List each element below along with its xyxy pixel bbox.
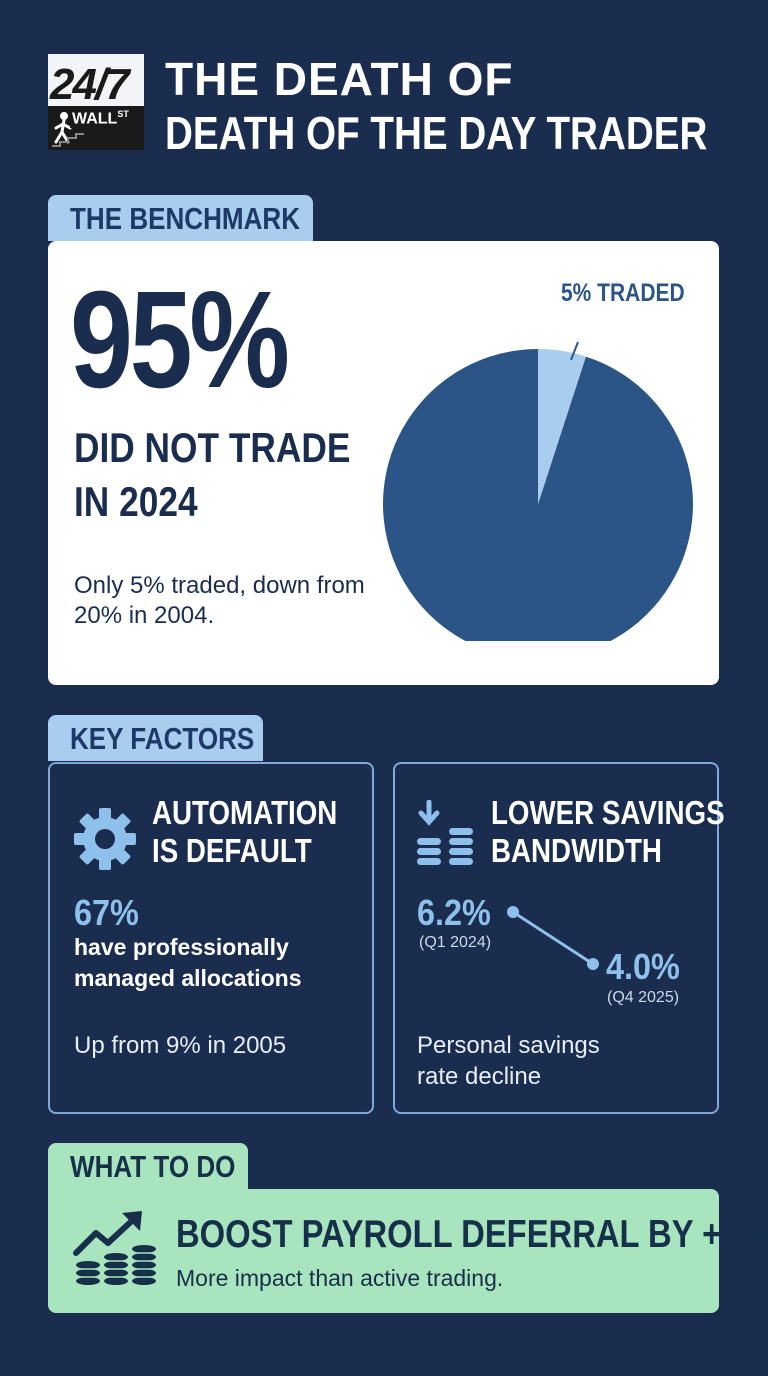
benchmark-note: Only 5% traded, down from 20% in 2004. — [74, 572, 365, 629]
logo-wall-text: WALLST — [70, 108, 131, 128]
page-title-line1: THE DEATH OF — [165, 53, 514, 105]
savings-decline-line — [507, 906, 599, 970]
logo-number: 24/7 — [50, 60, 130, 109]
walker-icon — [52, 112, 84, 147]
coins-down-icon — [417, 800, 473, 865]
automation-note: Up from 9% in 2005 — [74, 1032, 287, 1059]
tab-benchmark: THE BENCHMARK — [48, 195, 313, 241]
automation-card: AUTOMATION IS DEFAULT 67% have professio… — [48, 762, 374, 1114]
pie-leader-line — [570, 341, 579, 361]
benchmark-label: DID NOT TRADE IN 2024 — [74, 424, 351, 525]
pie-label: 5% TRADED — [561, 279, 685, 307]
pie-chart — [383, 341, 693, 641]
tab-key-factors: KEY FACTORS — [48, 715, 263, 761]
savings-title: LOWER SAVINGS BANDWIDTH — [491, 794, 725, 869]
automation-stat: 67% — [74, 892, 139, 933]
savings-card: LOWER SAVINGS BANDWIDTH 6.2% (Q1 2024) 4… — [393, 762, 725, 1114]
automation-title: AUTOMATION IS DEFAULT — [152, 794, 338, 869]
tab-what-to-do: WHAT TO DO — [48, 1143, 248, 1189]
page-title-line2: DEATH OF THE DAY TRADER — [165, 107, 708, 159]
benchmark-card: 95% DID NOT TRADE IN 2024 Only 5% traded… — [48, 241, 719, 685]
savings-end-period: (Q4 2025) — [607, 989, 680, 1006]
savings-end-value: 4.0% — [606, 946, 680, 987]
pie-slice-did-not-trade — [383, 349, 693, 641]
logo: 24/7 WALLST — [48, 54, 144, 150]
big-percent: 95% — [70, 263, 290, 417]
gear-icon — [74, 808, 136, 870]
savings-start-period: (Q1 2024) — [419, 934, 492, 951]
growth-coins-icon — [73, 1211, 156, 1285]
automation-stat-desc: have professionally managed allocations — [74, 934, 302, 991]
what-to-do-subtitle: More impact than active trading. — [176, 1265, 504, 1291]
what-to-do-title: BOOST PAYROLL DEFERRAL BY +1% — [176, 1213, 768, 1256]
pie-slice-traded — [538, 349, 586, 504]
savings-note: Personal savings rate decline — [417, 1032, 600, 1090]
what-to-do-card: BOOST PAYROLL DEFERRAL BY +1% More impac… — [48, 1189, 768, 1313]
savings-start-value: 6.2% — [417, 892, 491, 933]
